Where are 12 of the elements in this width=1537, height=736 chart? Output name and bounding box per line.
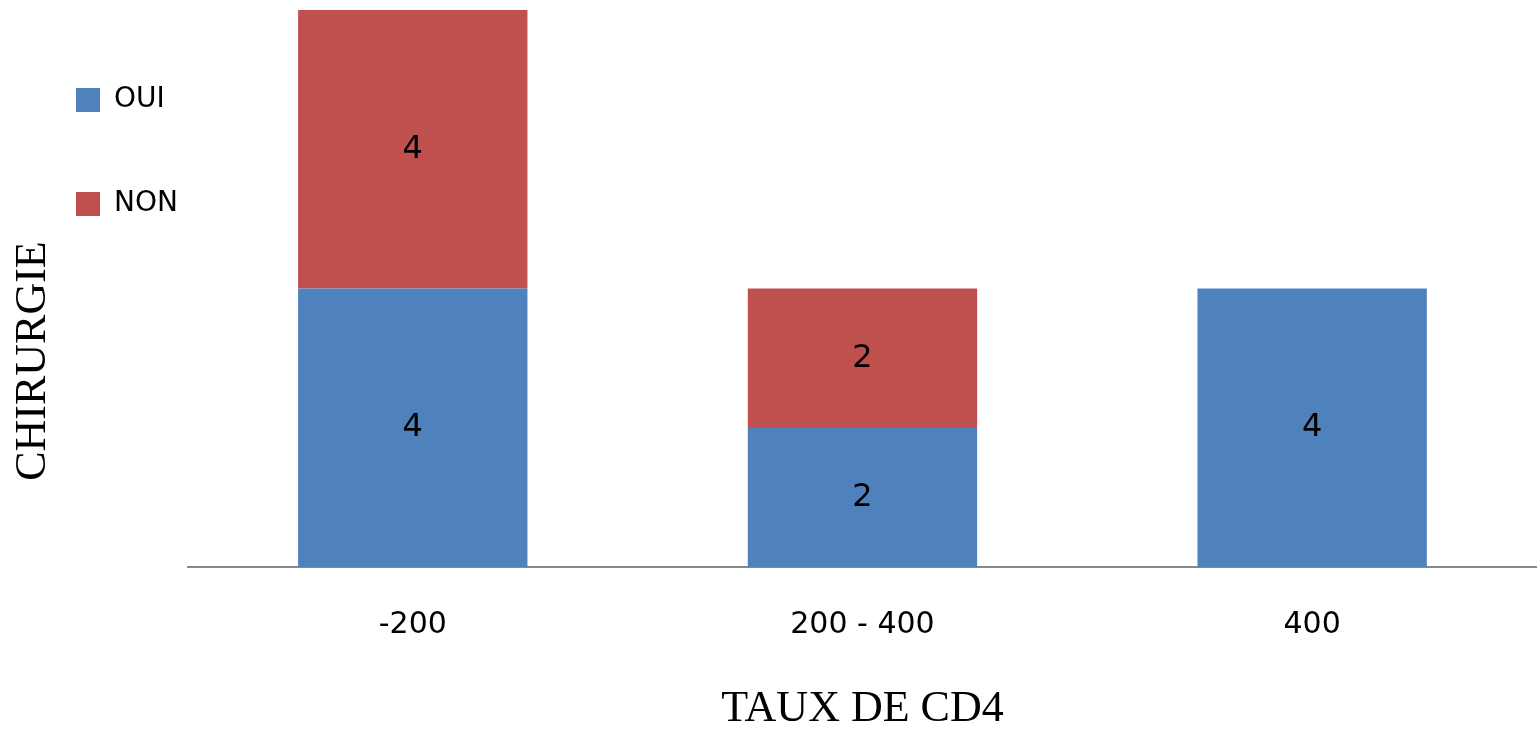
legend-label: NON [114,185,178,219]
data-label: 4 [1301,406,1323,445]
x-axis-title: TAUX DE CD4 [721,682,1004,732]
legend-label: OUI [114,81,165,115]
y-axis-title: CHIRURGIE [5,241,55,481]
data-label: 4 [402,406,423,445]
data-label: 2 [852,475,873,514]
x-tick-label: -200 [378,605,447,640]
data-label: 2 [852,336,873,375]
data-label: 4 [402,127,423,166]
x-tick-label: 400 [1283,605,1341,640]
x-tick-label: 200 - 400 [790,605,935,640]
